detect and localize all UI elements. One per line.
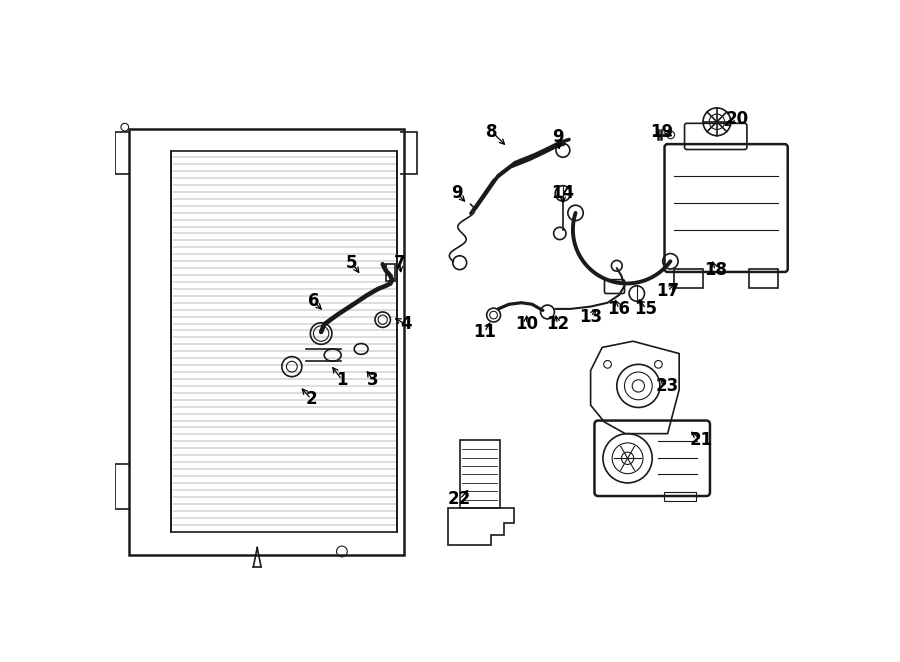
Bar [460, 440, 500, 508]
Bar [674, 269, 703, 288]
Text: 10: 10 [515, 315, 538, 333]
Text: 19: 19 [650, 122, 673, 141]
Text: 17: 17 [656, 282, 680, 300]
Text: 23: 23 [656, 377, 680, 395]
Bar [386, 264, 395, 281]
Text: 3: 3 [367, 371, 379, 389]
Text: 11: 11 [472, 323, 496, 341]
Text: 4: 4 [400, 315, 411, 333]
Bar [171, 151, 397, 532]
Text: 5: 5 [346, 254, 357, 271]
Text: 2: 2 [305, 390, 317, 408]
Text: 20: 20 [725, 111, 749, 128]
Text: 1: 1 [337, 371, 347, 389]
Text: 16: 16 [608, 300, 631, 318]
Bar [129, 130, 403, 555]
Text: 12: 12 [546, 315, 569, 333]
Bar [664, 492, 696, 501]
Text: 7: 7 [394, 254, 406, 271]
Text: 13: 13 [579, 308, 602, 326]
Text: 21: 21 [690, 431, 713, 449]
Text: 9: 9 [552, 128, 563, 146]
Text: 14: 14 [552, 185, 574, 203]
Bar [749, 269, 778, 288]
Text: 9: 9 [452, 185, 464, 203]
Text: 8: 8 [486, 122, 498, 141]
Text: 6: 6 [308, 292, 320, 310]
Text: 18: 18 [704, 261, 727, 279]
Text: 22: 22 [448, 490, 472, 508]
Text: 15: 15 [634, 300, 658, 318]
